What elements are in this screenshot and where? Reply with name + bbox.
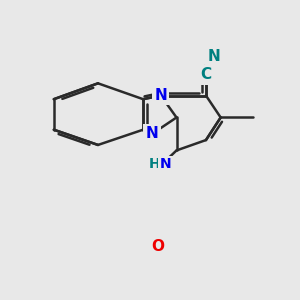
Text: N: N <box>160 158 171 172</box>
Text: H: H <box>148 158 160 172</box>
Text: C: C <box>200 67 211 82</box>
Text: N: N <box>154 88 167 103</box>
Text: N: N <box>146 127 158 142</box>
Text: N: N <box>207 49 220 64</box>
Text: O: O <box>152 239 164 254</box>
